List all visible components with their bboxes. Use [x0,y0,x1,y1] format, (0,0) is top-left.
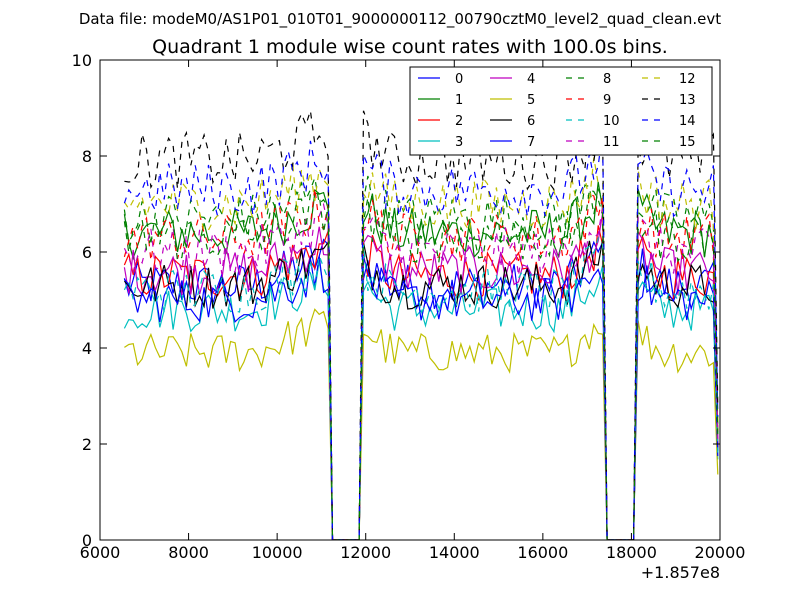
series-layer [123,110,719,540]
series-line-1 [123,181,719,540]
legend-label-14: 14 [679,114,696,129]
x-tick-label: 16000 [517,543,568,562]
series-line-13 [124,110,719,540]
series-line-8 [123,175,719,540]
legend-box [409,66,713,156]
legend-label-1: 1 [455,93,463,108]
legend-label-6: 6 [527,114,535,129]
legend-label-11: 11 [603,135,620,150]
legend-label-5: 5 [527,93,535,108]
chart-title: Quadrant 1 module wise count rates with … [152,36,668,58]
y-tick-label: 0 [82,531,92,550]
x-tick-label: 10000 [252,543,303,562]
x-offset-label: +1.857e8 [641,563,720,582]
legend-label-10: 10 [603,114,620,129]
y-tick-label: 2 [82,435,92,454]
series-line-15 [123,189,719,540]
legend-label-0: 0 [455,72,463,87]
legend-label-8: 8 [603,72,611,87]
x-tick-label: 14000 [429,543,480,562]
series-line-6 [123,239,719,540]
legend-label-12: 12 [679,72,696,87]
y-tick-label: 10 [72,51,92,70]
series-line-10 [123,236,719,540]
x-tick-label: 18000 [606,543,657,562]
legend-label-3: 3 [455,135,463,150]
chart-suptitle: Data file: modeM0/AS1P01_010T01_90000001… [79,10,721,29]
series-line-2 [123,225,719,540]
series-line-11 [123,202,719,540]
series-line-3 [123,261,719,540]
y-tick-label: 8 [82,147,92,166]
legend-label-9: 9 [603,93,611,108]
plot-frame [99,59,721,541]
series-line-5 [124,308,719,540]
x-tick-label: 12000 [340,543,391,562]
legend-label-13: 13 [679,93,696,108]
x-tick-label: 6000 [80,543,121,562]
series-line-12 [123,157,719,540]
legend-label-15: 15 [679,135,696,150]
axis-ticks: 6000 8000 10000 12000 14000 16000 18000 20000 0 2… [72,51,746,562]
y-tick-label: 6 [82,243,92,262]
x-tick-label: 20000 [695,543,746,562]
x-tick-label: 8000 [168,543,209,562]
series-line-9 [123,187,719,540]
series-line-0 [123,238,719,540]
legend-label-7: 7 [527,135,535,150]
legend-label-2: 2 [455,114,463,129]
series-line-7 [123,256,719,540]
legend-label-4: 4 [527,72,535,87]
y-tick-label: 4 [82,339,92,358]
series-line-4 [123,213,719,540]
